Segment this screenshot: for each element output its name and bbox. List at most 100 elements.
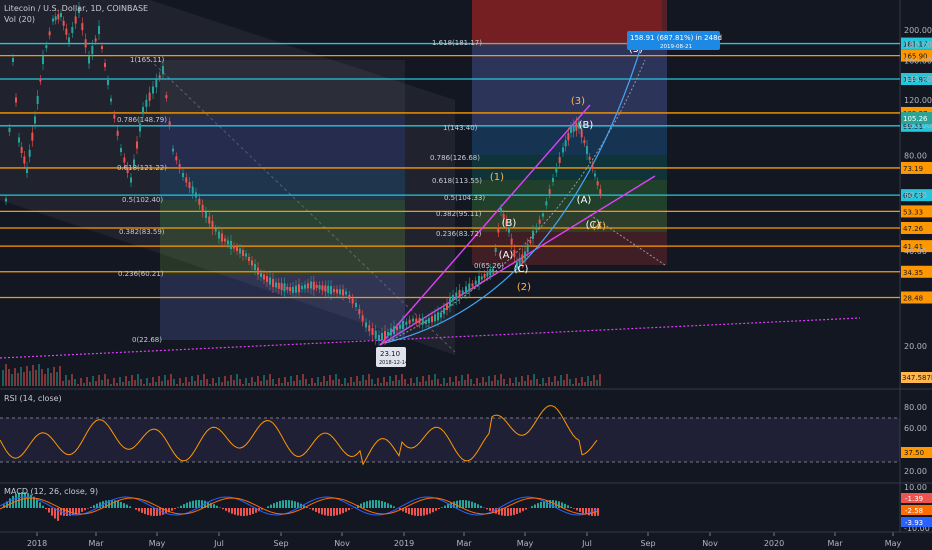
fib-2018-label: 0.786(148.79) bbox=[117, 116, 167, 124]
candle bbox=[396, 327, 398, 330]
macd-histogram-bar bbox=[306, 506, 308, 508]
volume-bar bbox=[491, 381, 493, 386]
candle bbox=[254, 264, 256, 270]
rsi-pane bbox=[0, 390, 900, 482]
time-tick-label: Nov bbox=[702, 539, 718, 548]
macd-histogram-bar bbox=[540, 501, 542, 508]
price-tick-label: 100.00 bbox=[904, 121, 932, 130]
volume-bar bbox=[530, 380, 532, 386]
macd-histogram-bar bbox=[429, 508, 431, 514]
fib-2019-label: 0.236(83.72) bbox=[436, 230, 482, 238]
candle bbox=[458, 290, 461, 298]
volume-bar bbox=[422, 376, 424, 386]
volume-bar bbox=[281, 383, 283, 386]
candle bbox=[374, 330, 377, 339]
candle bbox=[594, 173, 596, 177]
time-tick-label: May bbox=[885, 539, 902, 548]
volume-bar bbox=[8, 369, 10, 386]
fib-2019-label: 0.786(126.68) bbox=[430, 154, 480, 162]
candle bbox=[355, 303, 357, 307]
candle bbox=[8, 128, 11, 132]
volume-bar bbox=[440, 384, 442, 386]
price-tick-label: 20.00 bbox=[904, 342, 927, 351]
volume-bar bbox=[299, 380, 301, 386]
macd-histogram-bar bbox=[402, 508, 404, 512]
candle bbox=[575, 122, 578, 131]
macd-histogram-bar bbox=[588, 508, 590, 516]
candle bbox=[545, 201, 548, 206]
volume-bar bbox=[452, 382, 454, 386]
parabolic-curve bbox=[384, 49, 641, 344]
level-label: 139.92 bbox=[903, 76, 928, 84]
volume-bar bbox=[179, 378, 181, 386]
volume-bar bbox=[485, 382, 487, 386]
volume-bar bbox=[539, 384, 541, 386]
volume-bar bbox=[497, 380, 499, 386]
volume-bar bbox=[161, 381, 163, 386]
macd-histogram-bar bbox=[54, 508, 56, 519]
volume-bar bbox=[206, 379, 208, 386]
candle bbox=[218, 231, 220, 239]
macd-histogram-bar bbox=[441, 507, 443, 508]
projection-date: 2019-08-21 bbox=[660, 44, 692, 50]
candle bbox=[182, 173, 184, 177]
candle bbox=[591, 164, 594, 169]
macd-histogram-bar bbox=[153, 508, 155, 516]
rsi-current-label: 37.50 bbox=[904, 449, 924, 457]
volume-bar bbox=[218, 377, 220, 386]
candle bbox=[538, 219, 541, 224]
volume-bar bbox=[209, 384, 211, 386]
volume-bar bbox=[350, 377, 352, 386]
fib-2018-band bbox=[160, 200, 405, 232]
candle bbox=[415, 318, 418, 323]
candle bbox=[437, 312, 439, 321]
candle bbox=[500, 208, 502, 212]
volume-bar bbox=[437, 379, 439, 386]
macd-histogram-bar bbox=[474, 502, 476, 508]
volume-bar bbox=[260, 381, 262, 386]
volume-bar bbox=[398, 380, 400, 386]
macd-histogram-bar bbox=[189, 501, 191, 508]
volume-bar bbox=[71, 374, 73, 386]
macd-histogram-bar bbox=[342, 508, 344, 514]
volume-bar bbox=[92, 376, 94, 386]
volume-bar bbox=[191, 376, 193, 386]
volume-bar bbox=[371, 379, 373, 386]
candle bbox=[586, 146, 588, 154]
candle bbox=[233, 245, 235, 249]
volume-bar bbox=[44, 374, 46, 386]
volume-bar bbox=[392, 381, 394, 386]
rsi-line bbox=[0, 405, 598, 466]
volume-bar bbox=[287, 382, 289, 386]
macd-value-tag bbox=[901, 493, 932, 503]
volume-bar bbox=[203, 374, 205, 386]
volume-bar bbox=[89, 382, 91, 386]
volume-bar bbox=[386, 382, 388, 386]
volume-bar bbox=[119, 377, 121, 386]
macd-signal-line bbox=[0, 497, 598, 515]
candle bbox=[513, 249, 516, 257]
volume-bar bbox=[521, 376, 523, 386]
volume-bar bbox=[413, 383, 415, 386]
macd-histogram-bar bbox=[279, 500, 281, 508]
macd-histogram-bar bbox=[108, 500, 110, 508]
candle bbox=[269, 277, 271, 285]
candle bbox=[518, 258, 521, 266]
candle bbox=[298, 284, 300, 293]
volume-bar bbox=[326, 381, 328, 386]
macd-histogram-bar bbox=[147, 508, 149, 516]
macd-histogram-bar bbox=[270, 504, 272, 508]
fib-2019-band bbox=[472, 45, 667, 128]
fib-2018-label: 1(165.11) bbox=[130, 56, 165, 64]
macd-histogram-bar bbox=[42, 505, 44, 508]
volume-bar bbox=[365, 380, 367, 386]
macd-histogram-bar bbox=[564, 503, 566, 508]
volume-bar bbox=[557, 381, 559, 386]
macd-histogram-bar bbox=[372, 500, 374, 508]
volume-indicator-title: Vol (20) bbox=[4, 15, 35, 24]
candle bbox=[345, 291, 347, 295]
fib-2019-label: 1.618(181.17) bbox=[432, 39, 482, 47]
level-label: 60.03 bbox=[903, 192, 923, 200]
volume-bar bbox=[233, 380, 235, 386]
